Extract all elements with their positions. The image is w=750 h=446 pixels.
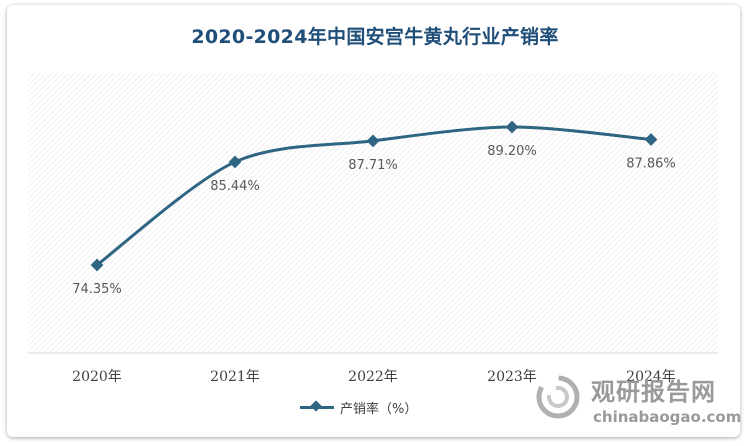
legend-label: 产销率（%） xyxy=(340,401,418,417)
data-label: 87.86% xyxy=(626,156,676,171)
x-tick-label: 2021年 xyxy=(210,369,260,385)
data-label: 87.71% xyxy=(348,158,398,173)
x-tick-label: 2020年 xyxy=(72,369,122,385)
plot-area xyxy=(28,73,718,353)
data-point-marker xyxy=(228,155,242,169)
chart-title: 2020-2024年中国安宫牛黄丸行业产销率 xyxy=(191,26,559,48)
data-label: 74.35% xyxy=(72,282,122,297)
data-point-marker xyxy=(366,134,380,148)
data-label: 89.20% xyxy=(487,144,537,159)
x-tick-label: 2024年 xyxy=(626,369,676,385)
watermark-cn-text: 观研报告网 xyxy=(591,378,716,406)
x-tick-label: 2022年 xyxy=(348,369,398,385)
legend: 产销率（%） xyxy=(300,396,417,418)
x-tick-label: 2023年 xyxy=(487,369,537,385)
data-point-marker xyxy=(90,258,104,272)
watermark-logo-icon xyxy=(536,375,580,419)
watermark: 观研报告网 chinabaogao.com xyxy=(535,368,745,438)
data-label: 85.44% xyxy=(210,179,260,194)
legend-marker xyxy=(300,405,334,409)
watermark-en-text: chinabaogao.com xyxy=(593,408,742,426)
